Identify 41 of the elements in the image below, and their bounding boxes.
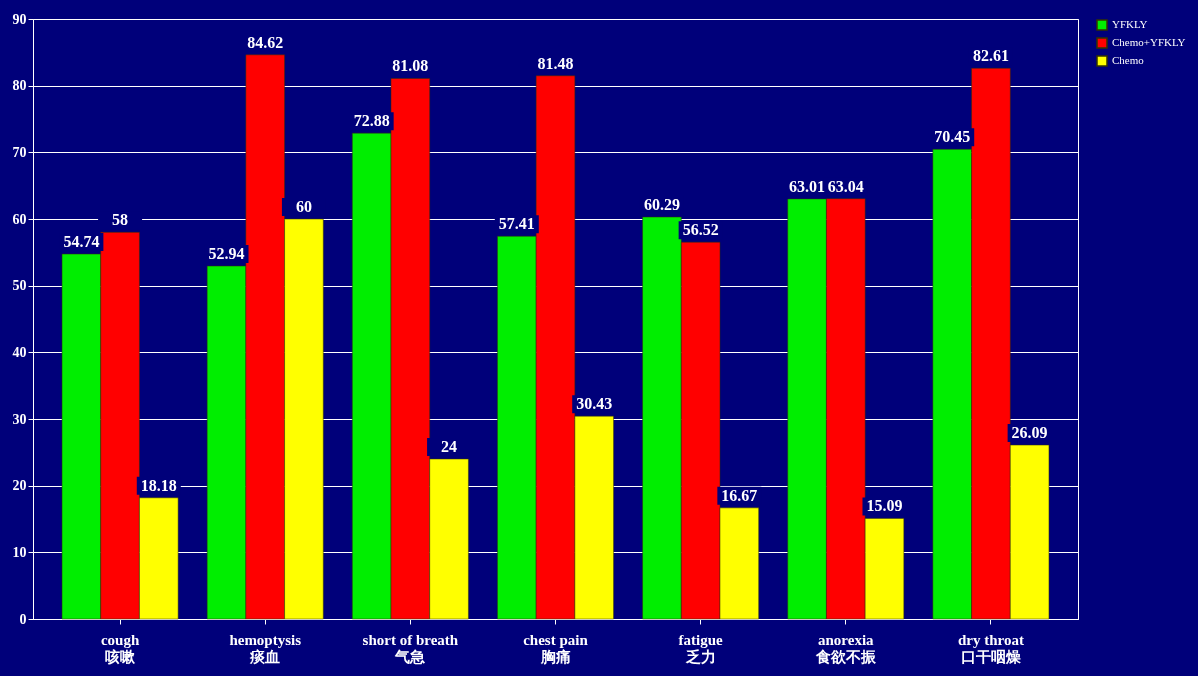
- data-label: 58: [112, 211, 129, 229]
- y-tick-label: 10: [12, 544, 27, 560]
- y-tick-label: 70: [12, 144, 27, 160]
- x-tick-label: short of breath 气急: [362, 631, 459, 665]
- data-label: 57.41: [498, 215, 535, 233]
- data-label: 63.01: [789, 177, 826, 195]
- y-tick-label: 40: [12, 344, 27, 360]
- data-label: 24: [441, 438, 458, 455]
- data-label: 82.61: [972, 47, 1009, 65]
- data-label: 52.94: [208, 245, 245, 263]
- x-tick-label: dry throat 口干咽燥: [957, 631, 1024, 665]
- y-tick-label: 20: [12, 478, 27, 494]
- data-label: 60.29: [643, 196, 680, 214]
- y-tick-label: 0: [19, 611, 27, 627]
- data-label: 18.18: [140, 476, 177, 494]
- data-label: 56.52: [682, 221, 719, 239]
- data-label: 60: [295, 198, 312, 215]
- y-tick-label: 90: [12, 11, 27, 27]
- y-tick-label: 30: [12, 411, 27, 427]
- data-label: 15.09: [866, 497, 903, 515]
- data-label: 84.62: [247, 33, 284, 51]
- x-tick-label: hemoptysis 痰血: [229, 631, 302, 665]
- data-label: 26.09: [1011, 424, 1048, 442]
- data-label: 16.67: [721, 486, 758, 504]
- data-label: 70.45: [934, 128, 971, 146]
- y-tick-label: 50: [12, 278, 27, 294]
- x-tick-label: cough 咳嗽: [100, 631, 140, 665]
- legend-label: Chemo: [1112, 54, 1145, 66]
- x-tick-label: chest pain 胸痛: [523, 631, 589, 665]
- data-label: 81.08: [392, 57, 429, 75]
- data-label: 30.43: [576, 395, 613, 413]
- y-tick-label: 60: [12, 211, 27, 227]
- legend-label: YFKLY: [1112, 18, 1148, 30]
- x-tick-label: fatigue 乏力: [678, 631, 724, 665]
- legend-label: Chemo+YFKLY: [1112, 36, 1186, 48]
- x-tick-label: anorexia 食欲不振: [814, 631, 877, 665]
- data-label: 81.48: [537, 54, 574, 72]
- data-label: 63.04: [827, 177, 864, 195]
- data-label: 72.88: [353, 112, 390, 130]
- data-label: 54.74: [63, 233, 100, 251]
- y-tick-label: 80: [12, 78, 27, 94]
